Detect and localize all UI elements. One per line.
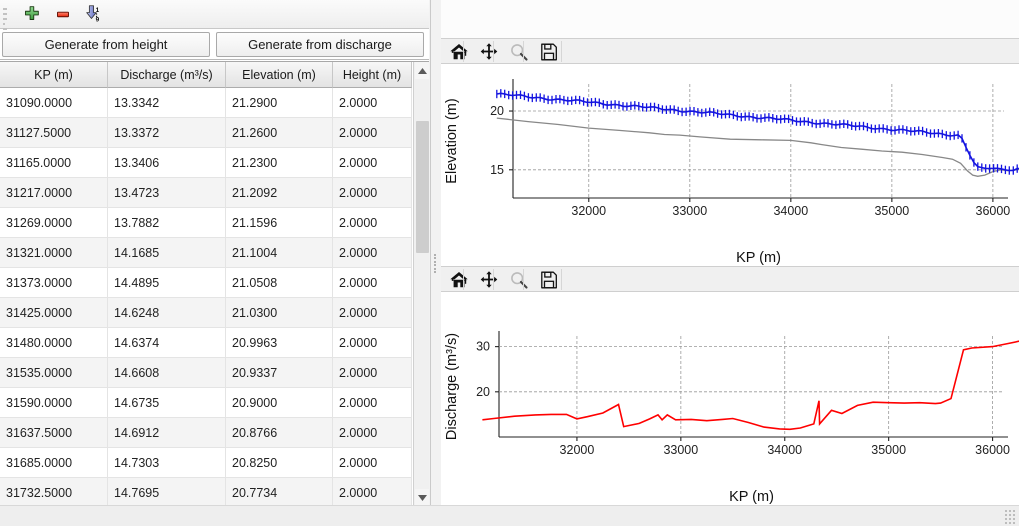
svg-text:33000: 33000 <box>672 204 707 218</box>
svg-text:1: 1 <box>96 7 100 14</box>
svg-text:34000: 34000 <box>767 443 802 457</box>
svg-text:34000: 34000 <box>773 204 808 218</box>
svg-text:20: 20 <box>490 104 504 118</box>
svg-text:15: 15 <box>490 163 504 177</box>
svg-text:32000: 32000 <box>571 204 606 218</box>
svg-text:20: 20 <box>476 385 490 399</box>
svg-text:35000: 35000 <box>871 443 906 457</box>
svg-text:33000: 33000 <box>663 443 698 457</box>
svg-text:9: 9 <box>96 17 100 24</box>
svg-text:32000: 32000 <box>560 443 595 457</box>
svg-text:KP (m): KP (m) <box>729 489 774 505</box>
svg-text:36000: 36000 <box>976 204 1011 218</box>
svg-text:36000: 36000 <box>975 443 1010 457</box>
svg-text:Discharge (m³/s): Discharge (m³/s) <box>444 333 460 440</box>
svg-text:KP (m): KP (m) <box>736 250 781 266</box>
svg-text:35000: 35000 <box>874 204 909 218</box>
svg-text:Elevation (m): Elevation (m) <box>444 98 460 183</box>
svg-text:30: 30 <box>476 340 490 354</box>
